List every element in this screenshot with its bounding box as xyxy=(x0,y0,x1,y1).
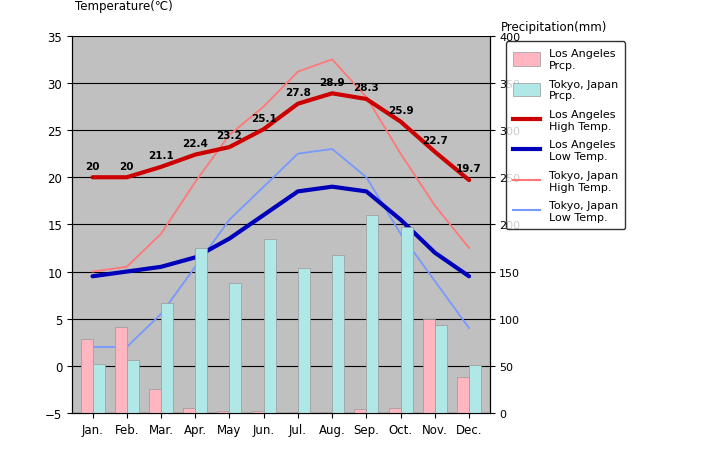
Bar xyxy=(81,339,93,413)
Bar xyxy=(114,327,127,413)
Bar xyxy=(320,412,332,413)
Bar xyxy=(161,303,173,413)
Bar xyxy=(469,365,481,413)
Bar xyxy=(354,409,366,413)
Bar xyxy=(389,409,400,413)
Text: 22.4: 22.4 xyxy=(182,139,208,149)
Bar xyxy=(127,360,139,413)
Bar xyxy=(264,239,276,413)
Bar xyxy=(184,409,195,413)
Bar xyxy=(366,215,378,413)
Bar xyxy=(195,248,207,413)
Bar xyxy=(93,364,104,413)
Bar xyxy=(457,377,469,413)
Bar xyxy=(217,411,230,413)
Text: 21.1: 21.1 xyxy=(148,151,174,161)
Text: 20: 20 xyxy=(120,161,134,171)
Text: 25.9: 25.9 xyxy=(388,106,413,116)
Bar xyxy=(298,268,310,413)
Bar xyxy=(286,412,298,413)
Text: 22.7: 22.7 xyxy=(422,136,448,146)
Legend: Los Angeles
Prcp., Tokyo, Japan
Prcp., Los Angeles
High Temp., Los Angeles
Low T: Los Angeles Prcp., Tokyo, Japan Prcp., L… xyxy=(506,42,625,229)
Text: 25.1: 25.1 xyxy=(251,113,276,123)
Text: Temperature(℃): Temperature(℃) xyxy=(76,0,174,13)
Bar xyxy=(252,411,264,413)
Text: 28.9: 28.9 xyxy=(320,78,345,88)
Text: 27.8: 27.8 xyxy=(285,88,311,98)
Text: 19.7: 19.7 xyxy=(456,164,482,174)
Bar xyxy=(400,228,413,413)
Text: 20: 20 xyxy=(85,161,100,171)
Text: 23.2: 23.2 xyxy=(217,131,243,141)
Text: 28.3: 28.3 xyxy=(354,83,379,93)
Bar xyxy=(423,319,435,413)
Bar xyxy=(332,255,344,413)
Bar xyxy=(149,390,161,413)
Text: Precipitation(mm): Precipitation(mm) xyxy=(500,21,607,34)
Bar xyxy=(435,325,447,413)
Bar xyxy=(230,283,241,413)
